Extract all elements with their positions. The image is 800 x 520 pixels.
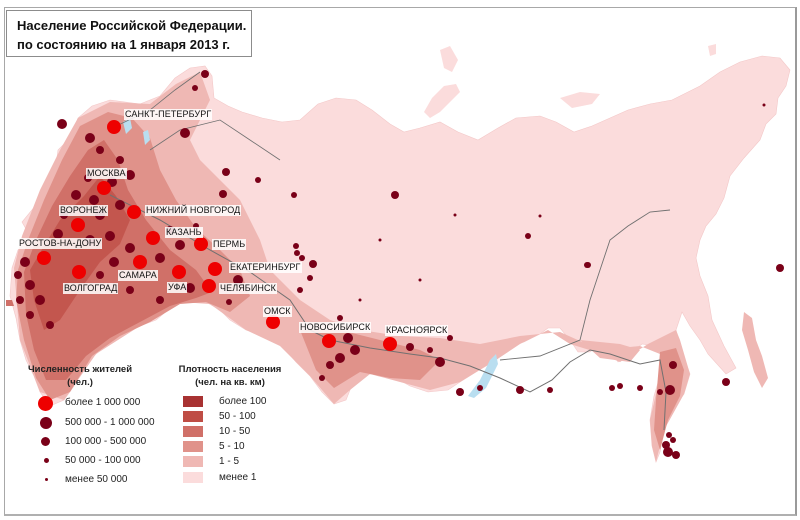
legend-density-label: 50 - 100: [219, 411, 256, 422]
legend-density-label: 1 - 5: [219, 456, 240, 467]
legend-dot-small-icon: [45, 478, 48, 481]
city-dots-million: [37, 120, 397, 351]
city-label: ВОРОНЕЖ: [59, 205, 109, 216]
bam-railway: [499, 209, 671, 361]
lake-onega: [143, 130, 150, 145]
city-label: КРАСНОЯРСК: [385, 325, 449, 336]
density-zone-amur: [580, 340, 640, 362]
legend-dot-million-icon: [38, 396, 53, 411]
island-severnaya-zemlya: [560, 92, 600, 108]
legend-swatch-1-5: [183, 456, 203, 467]
map-subtitle-date: по состоянию на 1 января 2013 г.: [17, 37, 230, 52]
island-franz-josef: [440, 46, 458, 72]
density-zone-1-5: [14, 72, 690, 462]
legend-population-label: менее 50 000: [65, 474, 128, 485]
island-novaya-zemlya: [424, 84, 460, 118]
island-kaliningrad: [6, 300, 14, 306]
city-label: НОВОСИБИРСК: [299, 322, 372, 333]
legend-population-label: 100 000 - 500 000: [65, 436, 147, 447]
legend-dot-100k-icon: [41, 437, 50, 446]
legend-density-label: менее 1: [219, 472, 257, 483]
legend-swatch-5-10: [183, 441, 203, 452]
city-label: НИЖНИЙ НОВГОРОД: [145, 205, 242, 216]
city-label: РОСТОВ-НА-ДОНУ: [18, 238, 103, 249]
legend-swatch-less-1: [183, 472, 203, 483]
city-label: МОСКВА: [86, 168, 127, 179]
city-label: ЕКАТЕРИНБУРГ: [229, 262, 302, 273]
city-label: ЧЕЛЯБИНСК: [219, 283, 277, 294]
city-label: КАЗАНЬ: [165, 227, 203, 238]
legend-swatch-50-100: [183, 411, 203, 422]
lake-baikal: [468, 354, 498, 398]
legend-density-label: 10 - 50: [219, 426, 251, 437]
legend-density-title: Плотность населения: [178, 364, 282, 375]
legend-swatch-more-100: [183, 396, 203, 407]
density-zone-far-east: [654, 348, 684, 450]
island-sakhalin: [742, 312, 768, 388]
map-title: Население Российской Федерации.: [17, 18, 247, 33]
legend-density-label: более 100: [219, 396, 267, 407]
city-dots-secondary: [14, 70, 784, 459]
city-label: УФА: [167, 282, 188, 293]
legend-density-label: 5 - 10: [219, 441, 245, 452]
legend-dot-50k-icon: [44, 458, 49, 463]
map-title-box: Население Российской Федерации. по состо…: [6, 10, 252, 57]
legend-swatch-10-50: [183, 426, 203, 437]
trans-siberian-railway: [109, 194, 667, 431]
city-label: ПЕРМЬ: [212, 239, 247, 250]
legend-population-unit: (чел.): [67, 377, 93, 388]
legend-density-unit: (чел. на кв. км): [195, 377, 265, 388]
legend-population-label: 50 000 - 100 000: [65, 455, 141, 466]
legend-population-title: Численность жителей: [27, 364, 133, 375]
city-label: ОМСК: [263, 306, 292, 317]
legend-population-label: более 1 000 000: [65, 397, 141, 408]
island-wrangel: [708, 44, 716, 56]
legend-dot-500k-icon: [40, 417, 52, 429]
city-label: САМАРА: [118, 270, 158, 281]
city-label: САНКТ-ПЕТЕРБУРГ: [124, 109, 213, 120]
legend-population-label: 500 000 - 1 000 000: [65, 417, 155, 428]
city-label: ВОЛГОГРАД: [63, 283, 119, 294]
